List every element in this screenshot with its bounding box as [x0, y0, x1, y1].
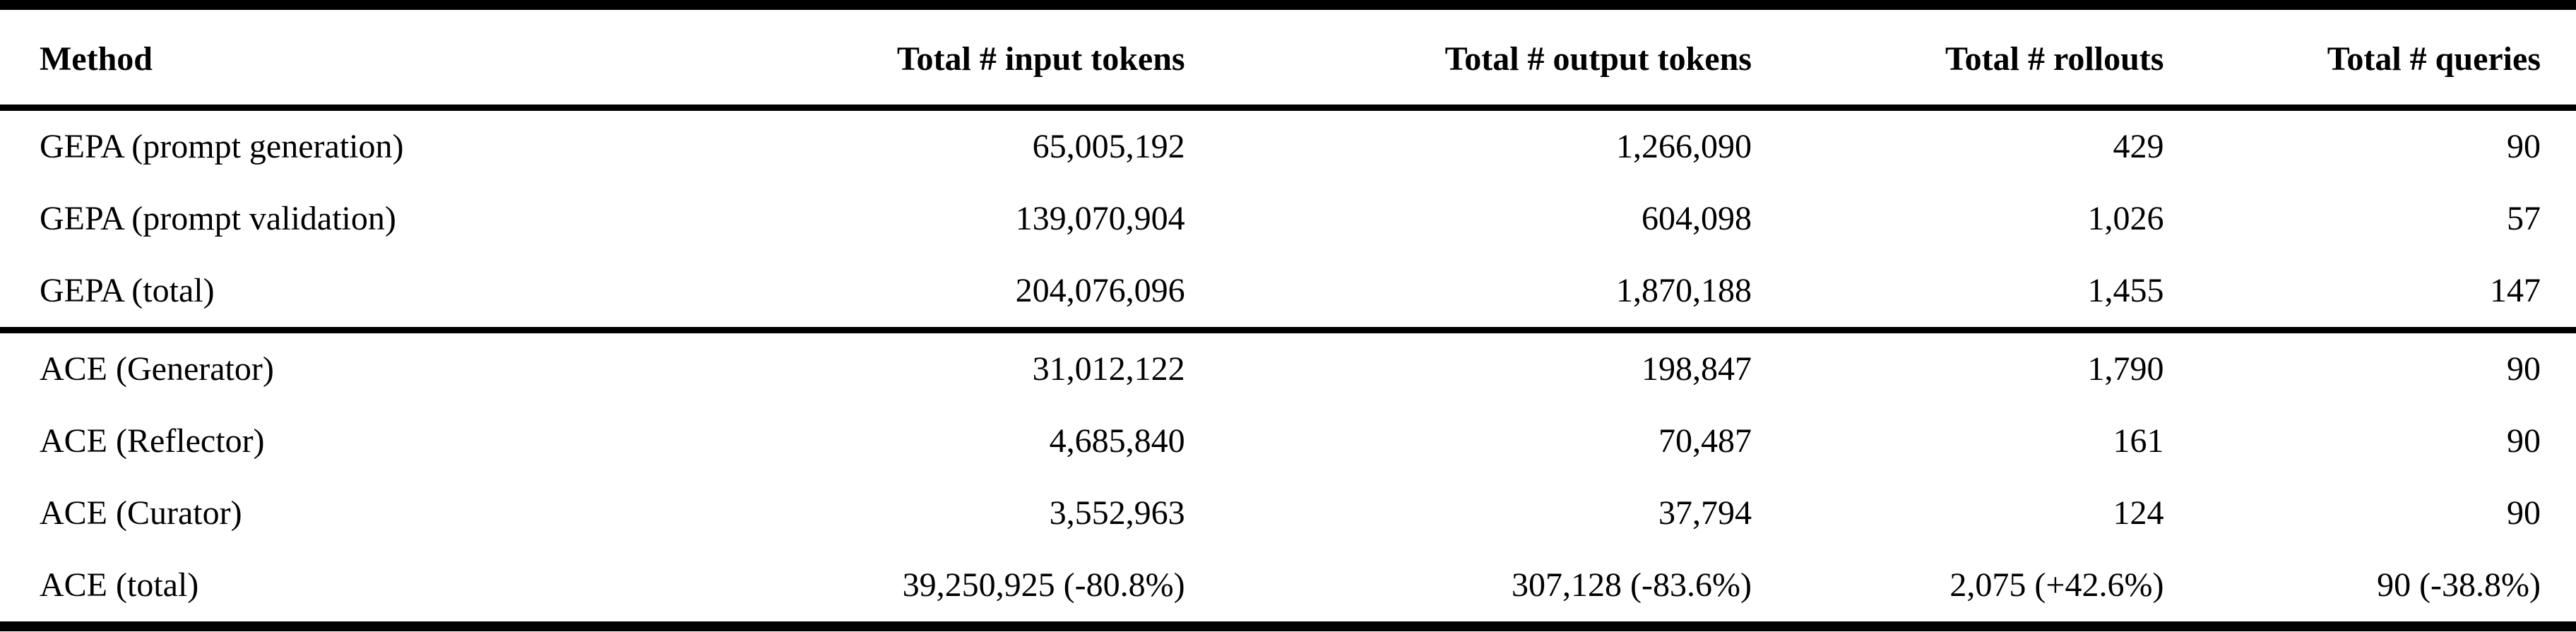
table-header-row: Method Total # input tokens Total # output… — [0, 5, 2576, 108]
column-header-total-queries: Total # queries — [2327, 40, 2541, 78]
table-group-gepa: GEPA (prompt generation) 65,005,192 1,266,… — [0, 108, 2576, 330]
value-cell: 39,250,925 (-80.8%) — [902, 566, 1185, 604]
value-cell: 90 — [2507, 350, 2541, 388]
table-header: Method Total # input tokens Total # output… — [0, 5, 2576, 108]
value-cell: 161 — [2113, 422, 2164, 460]
method-cell: GEPA (total) — [40, 272, 215, 309]
value-cell: 1,266,090 — [1615, 128, 1752, 165]
column-header-total-output-tokens: Total # output tokens — [1444, 40, 1752, 78]
value-cell: 204,076,096 — [1015, 272, 1185, 309]
value-cell: 198,847 — [1641, 350, 1752, 388]
value-cell: 3,552,963 — [1049, 494, 1185, 532]
method-cell: GEPA (prompt generation) — [40, 128, 404, 165]
method-cell: ACE (total) — [40, 566, 199, 604]
value-cell: 604,098 — [1641, 200, 1752, 237]
table-row-gepa-prompt-validation: GEPA (prompt validation) 139,070,904 604,0… — [0, 183, 2576, 255]
value-cell: 57 — [2507, 200, 2541, 237]
method-cell: ACE (Generator) — [40, 350, 274, 388]
value-cell: 90 (-38.8%) — [2377, 566, 2541, 604]
table-row-gepa-total: GEPA (total) 204,076,096 1,870,188 1,455 147 — [0, 255, 2576, 330]
table-row-ace-generator: ACE (Generator) 31,012,122 198,847 1,790 90 — [0, 330, 2576, 406]
value-cell: 37,794 — [1658, 494, 1752, 532]
table-row-ace-curator: ACE (Curator) 3,552,963 37,794 124 90 — [0, 477, 2576, 549]
value-cell: 1,455 — [2087, 272, 2164, 309]
value-cell: 1,790 — [2087, 350, 2164, 388]
value-cell: 90 — [2507, 422, 2541, 460]
value-cell: 1,870,188 — [1615, 272, 1752, 309]
value-cell: 307,128 (-83.6%) — [1512, 566, 1752, 604]
method-cell: GEPA (prompt validation) — [40, 200, 396, 237]
value-cell: 65,005,192 — [1032, 128, 1185, 165]
value-cell: 31,012,122 — [1032, 350, 1185, 388]
method-cell: ACE (Curator) — [40, 494, 242, 532]
value-cell: 1,026 — [2087, 200, 2164, 237]
table-row-ace-total: ACE (total) 39,250,925 (-80.8%) 307,128 (-… — [0, 549, 2576, 626]
value-cell: 70,487 — [1658, 422, 1752, 460]
value-cell: 429 — [2113, 128, 2164, 165]
column-header-total-rollouts: Total # rollouts — [1945, 40, 2164, 78]
column-header-method: Method — [40, 40, 153, 78]
table-row-ace-reflector: ACE (Reflector) 4,685,840 70,487 161 90 — [0, 405, 2576, 477]
value-cell: 90 — [2507, 494, 2541, 532]
value-cell: 124 — [2113, 494, 2164, 532]
value-cell: 147 — [2490, 272, 2541, 309]
table-group-ace: ACE (Generator) 31,012,122 198,847 1,790 90 A… — [0, 330, 2576, 627]
column-header-total-input-tokens: Total # input tokens — [896, 40, 1185, 78]
table-row-gepa-prompt-generation: GEPA (prompt generation) 65,005,192 1,266,… — [0, 108, 2576, 184]
value-cell: 2,075 (+42.6%) — [1949, 566, 2164, 604]
value-cell: 4,685,840 — [1049, 422, 1185, 460]
value-cell: 90 — [2507, 128, 2541, 165]
value-cell: 139,070,904 — [1015, 200, 1185, 237]
method-cell: ACE (Reflector) — [40, 422, 265, 460]
